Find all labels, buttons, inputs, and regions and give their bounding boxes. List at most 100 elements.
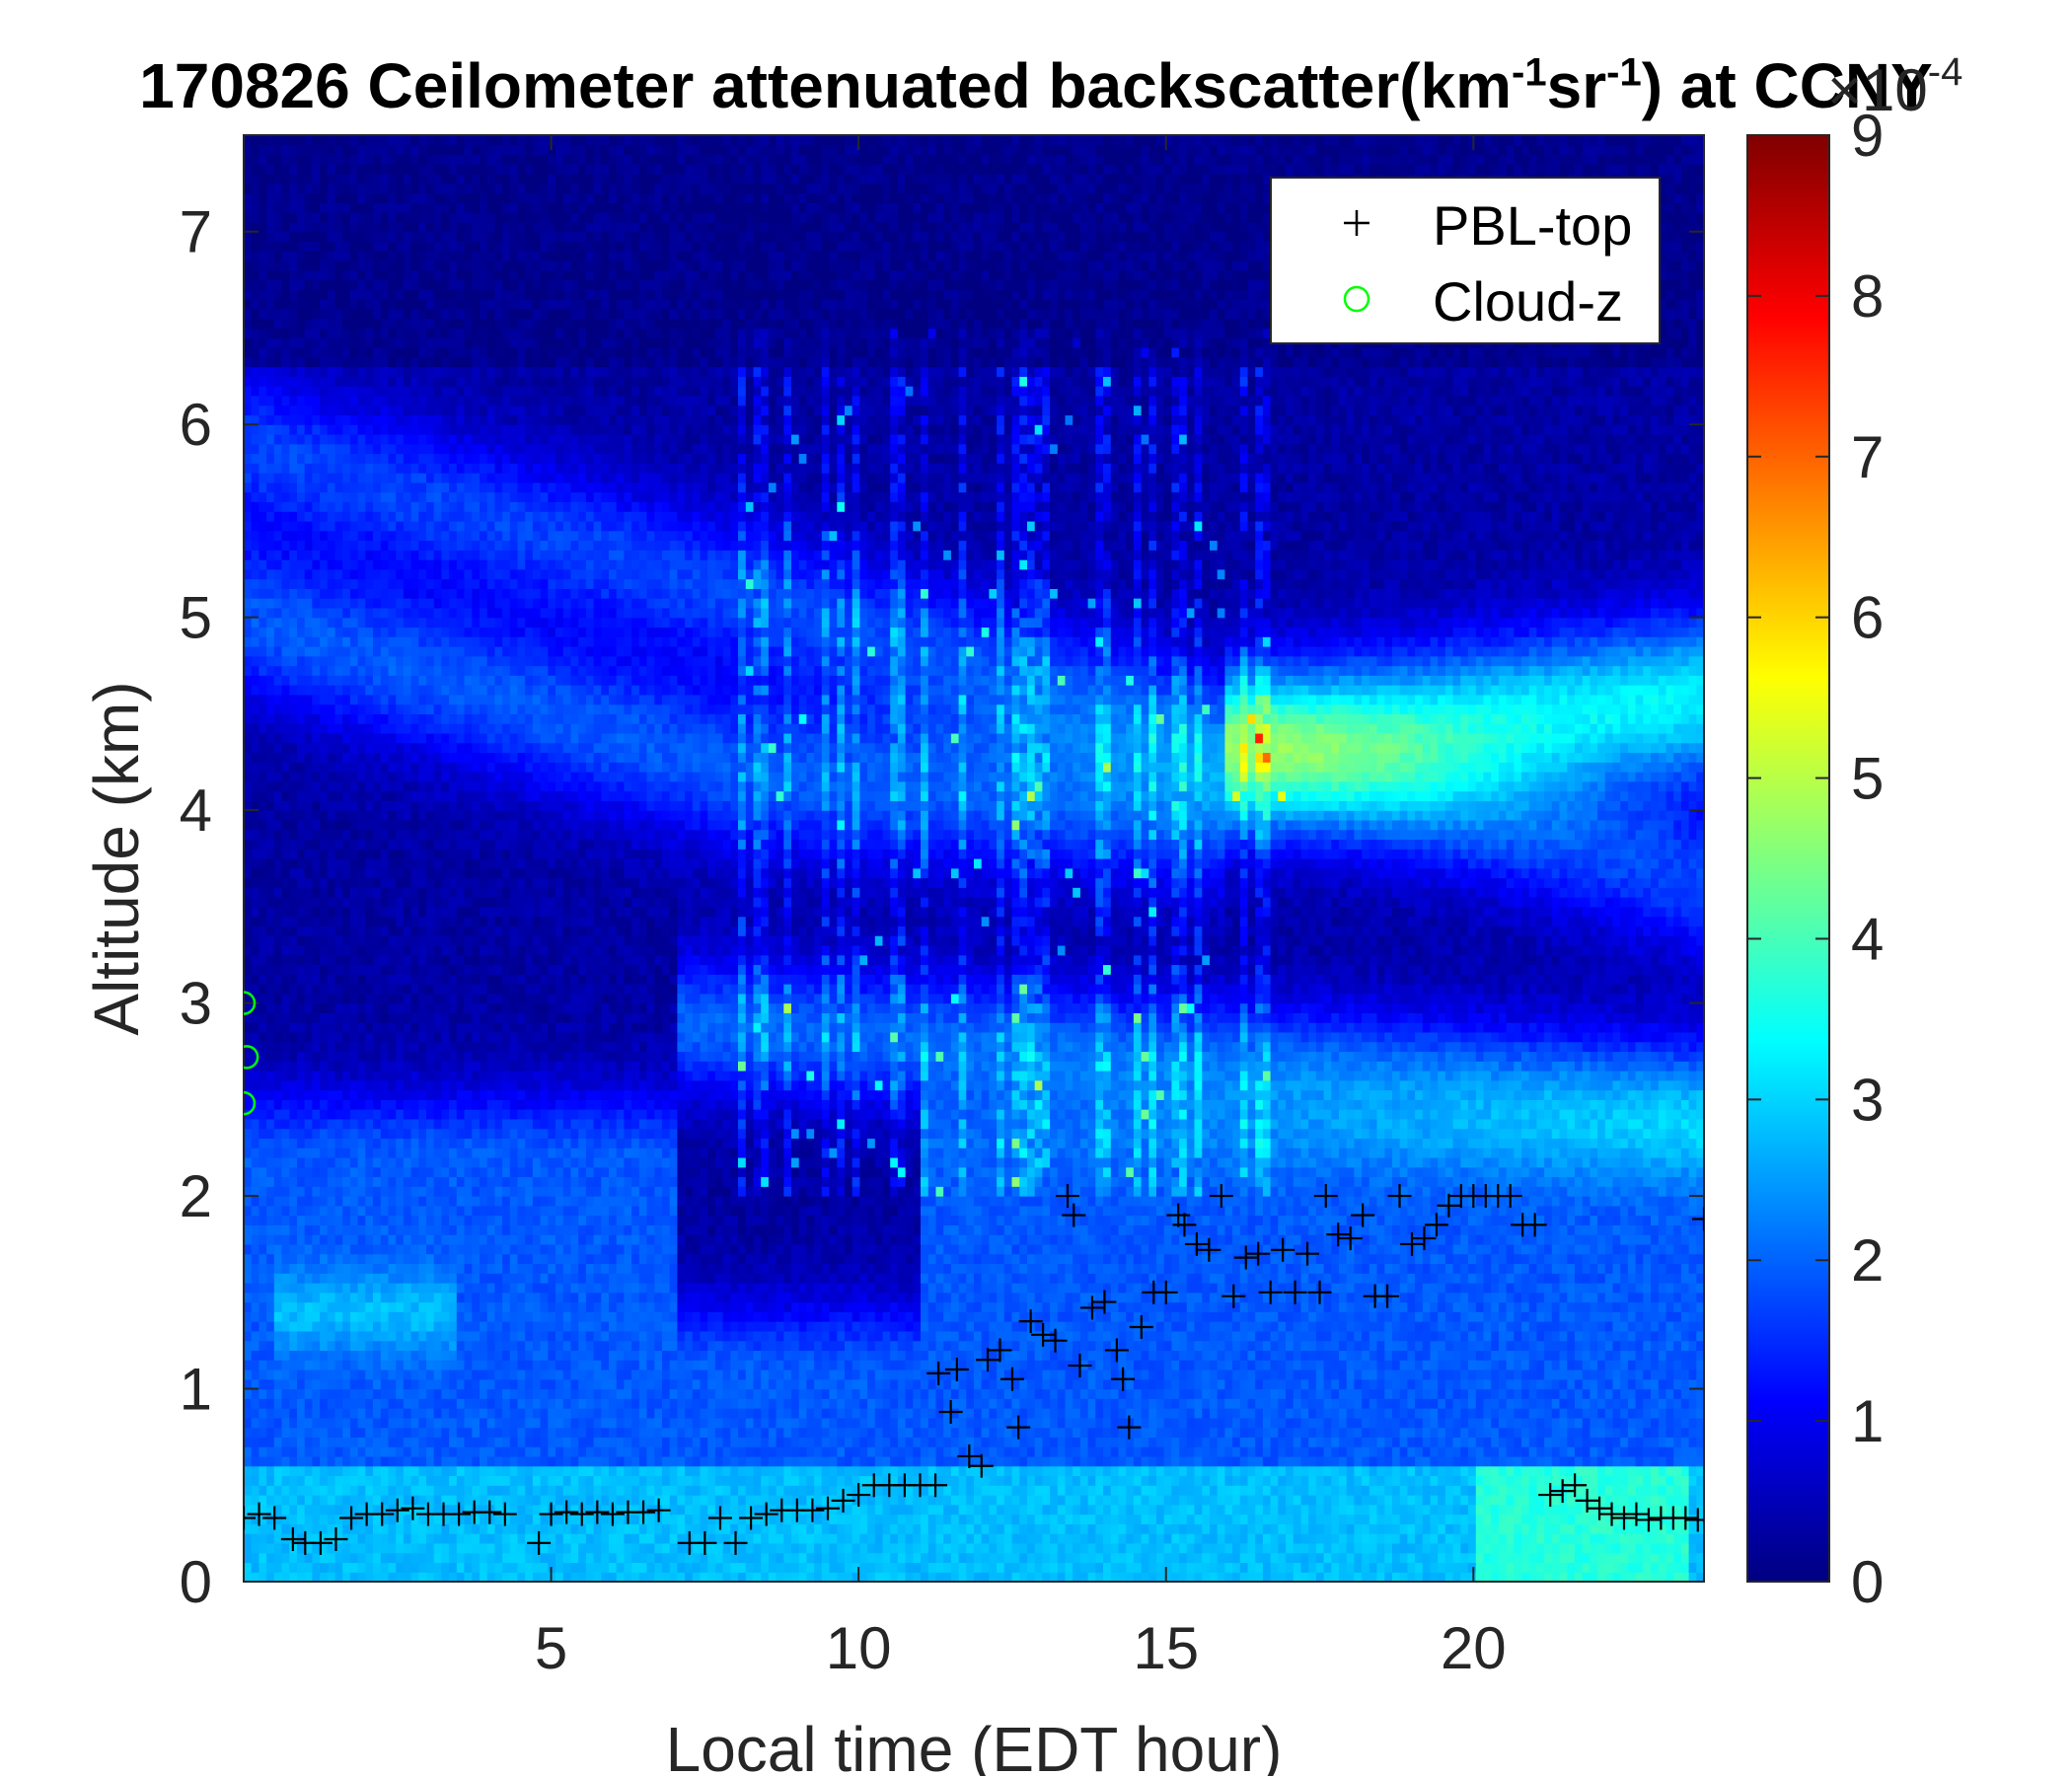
pbl-top-marker-104 xyxy=(1611,1506,1636,1530)
y-axis-label: Altitude (km) xyxy=(81,681,152,1035)
pbl-top-marker-1 xyxy=(247,1502,271,1526)
y-tick-label-7: 7 xyxy=(180,199,212,265)
legend: PBL-top Cloud-z xyxy=(1270,177,1661,344)
pbl-top-marker-16 xyxy=(478,1500,502,1524)
pbl-top-marker-22 xyxy=(585,1500,610,1524)
pbl-top-marker-105 xyxy=(1624,1502,1649,1526)
y-tick-label-0: 0 xyxy=(180,1549,212,1615)
pbl-top-marker-76 xyxy=(1271,1237,1295,1262)
pbl-top-marker-28 xyxy=(693,1530,717,1555)
colorbar-tick-label-5: 5 xyxy=(1851,746,1884,812)
legend-label-cloud-z: Cloud-z xyxy=(1433,270,1623,333)
pbl-top-marker-0 xyxy=(244,1506,256,1530)
pbl-top-marker-25 xyxy=(631,1500,656,1524)
pbl-top-marker-110 xyxy=(1685,1508,1704,1532)
pbl-top-marker-46 xyxy=(944,1357,969,1381)
colorbar-tick-label-6: 6 xyxy=(1851,585,1884,651)
cloud-z-marker-0 xyxy=(244,991,257,1015)
pbl-top-marker-95 xyxy=(1498,1184,1522,1209)
pbl-top-marker-100 xyxy=(1563,1473,1588,1498)
pbl-top-marker-102 xyxy=(1588,1496,1612,1520)
title-superscript-1: -1 xyxy=(1512,51,1547,95)
legend-marker-cloud-z xyxy=(1343,285,1370,313)
pbl-top-marker-103 xyxy=(1599,1502,1624,1526)
heatmap xyxy=(244,135,1704,1582)
pbl-top-marker-74 xyxy=(1246,1241,1271,1266)
pbl-top-marker-57 xyxy=(1062,1203,1086,1227)
pbl-top-marker-111 xyxy=(1692,1207,1704,1231)
pbl-top-marker-54 xyxy=(1031,1322,1056,1347)
pbl-top-marker-47 xyxy=(957,1443,982,1468)
pbl-top-marker-69 xyxy=(1184,1231,1209,1256)
series-markers xyxy=(244,991,1704,1555)
pbl-top-marker-106 xyxy=(1636,1508,1661,1532)
pbl-top-marker-56 xyxy=(1056,1184,1080,1209)
pbl-top-marker-51 xyxy=(999,1367,1024,1391)
cloud-z-marker-1 xyxy=(244,1045,259,1070)
colorbar-exponent-power: -4 xyxy=(1928,50,1963,94)
pbl-top-marker-44 xyxy=(926,1361,951,1385)
pbl-top-marker-17 xyxy=(492,1502,517,1526)
y-tick-label-1: 1 xyxy=(180,1357,212,1423)
pbl-top-marker-98 xyxy=(1538,1483,1563,1508)
pbl-top-marker-26 xyxy=(646,1498,671,1522)
pbl-top-marker-62 xyxy=(1111,1367,1136,1391)
pbl-top-marker-58 xyxy=(1068,1354,1092,1378)
pbl-top-marker-7 xyxy=(339,1506,364,1530)
pbl-top-marker-67 xyxy=(1166,1203,1191,1227)
pbl-top-marker-88 xyxy=(1412,1226,1437,1251)
pbl-top-marker-11 xyxy=(401,1496,425,1520)
colorbar-tick-label-9: 9 xyxy=(1851,103,1884,169)
colorbar-tick-label-2: 2 xyxy=(1851,1227,1884,1294)
pbl-top-marker-2 xyxy=(262,1506,287,1530)
x-tick-label-0: 5 xyxy=(535,1615,567,1681)
x-tick-label-3: 20 xyxy=(1441,1615,1507,1681)
title-suffix: ) at CCNY xyxy=(1642,50,1933,121)
pbl-top-marker-36 xyxy=(816,1496,840,1520)
colorbar-exponent: ×10-4 xyxy=(1827,50,1962,123)
pbl-top-marker-35 xyxy=(800,1498,825,1522)
pbl-top-marker-99 xyxy=(1550,1479,1575,1504)
x-axis: 5 10 15 20 xyxy=(535,135,1507,1681)
x-tick-label-1: 10 xyxy=(826,1615,892,1681)
title-superscript-2: -1 xyxy=(1606,51,1642,95)
y-tick-label-2: 2 xyxy=(180,1163,212,1229)
pbl-top-marker-81 xyxy=(1326,1222,1351,1247)
pbl-top-marker-29 xyxy=(707,1506,732,1530)
colorbar-ticks: 0 1 2 3 4 5 6 7 8 9 xyxy=(1747,103,1884,1615)
pbl-top-marker-63 xyxy=(1117,1415,1142,1440)
pbl-top-marker-14 xyxy=(447,1502,472,1526)
colorbar-tick-label-0: 0 xyxy=(1851,1549,1884,1615)
pbl-top-marker-68 xyxy=(1172,1213,1197,1237)
title-middle: sr xyxy=(1547,50,1607,121)
pbl-top-marker-23 xyxy=(600,1502,625,1526)
pbl-top-marker-89 xyxy=(1424,1213,1448,1237)
y-tick-label-3: 3 xyxy=(180,971,212,1037)
pbl-top-marker-37 xyxy=(831,1488,855,1513)
pbl-top-marker-101 xyxy=(1575,1488,1599,1513)
y-axis: 0 1 2 3 4 5 6 7 xyxy=(180,199,1704,1615)
pbl-top-marker-20 xyxy=(555,1500,579,1524)
pbl-top-marker-64 xyxy=(1129,1314,1153,1339)
pbl-top-marker-18 xyxy=(527,1530,552,1555)
pbl-top-marker-49 xyxy=(976,1348,1000,1372)
pbl-top-marker-55 xyxy=(1043,1328,1068,1353)
pbl-top-marker-82 xyxy=(1338,1226,1363,1251)
pbl-top-marker-78 xyxy=(1295,1241,1320,1266)
pbl-top-marker-32 xyxy=(754,1502,778,1526)
pbl-top-marker-59 xyxy=(1079,1295,1104,1320)
pbl-top-marker-53 xyxy=(1018,1309,1043,1334)
pbl-top-marker-50 xyxy=(988,1338,1012,1363)
pbl-top-marker-21 xyxy=(569,1502,594,1526)
pbl-top-marker-73 xyxy=(1233,1245,1258,1270)
x-tick-label-2: 15 xyxy=(1133,1615,1199,1681)
pbl-top-marker-60 xyxy=(1092,1290,1117,1314)
colorbar-exponent-base: ×10 xyxy=(1827,57,1928,123)
pbl-top-marker-97 xyxy=(1522,1213,1547,1237)
pbl-top-marker-109 xyxy=(1673,1506,1698,1530)
x-axis-label: Local time (EDT hour) xyxy=(666,1714,1283,1776)
pbl-top-marker-9 xyxy=(370,1502,395,1526)
pbl-top-marker-48 xyxy=(969,1453,994,1478)
